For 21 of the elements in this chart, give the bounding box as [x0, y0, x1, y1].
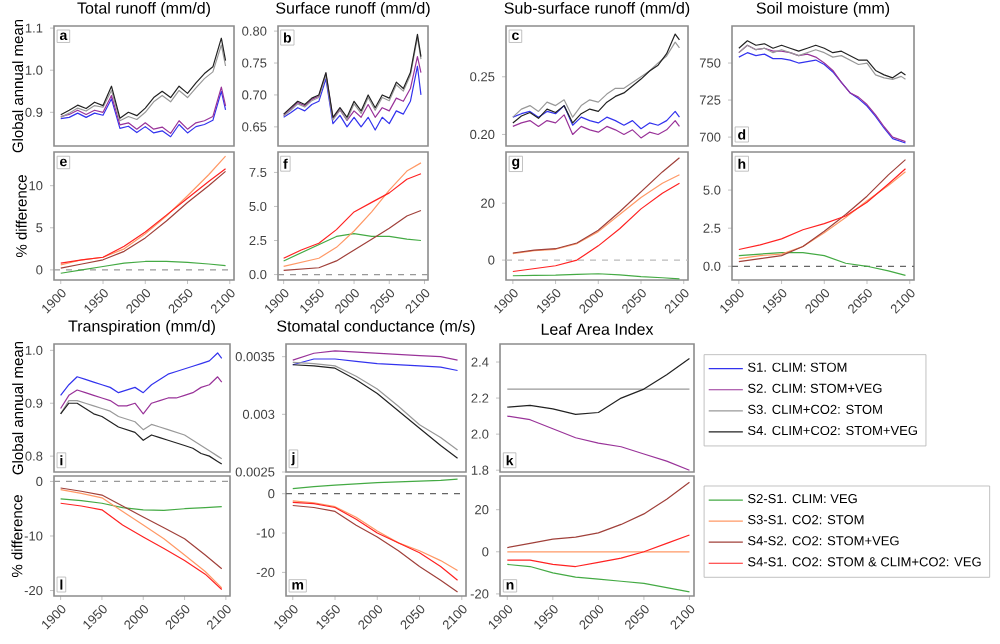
chart-title: Surface runoff (mm/d): [276, 2, 430, 17]
line-series: [60, 487, 223, 570]
line-series: [506, 534, 691, 568]
line-series: [506, 563, 691, 593]
line-series: [738, 251, 907, 277]
line-series: [292, 504, 459, 593]
chart-title: Total runoff (mm/d): [77, 2, 210, 17]
line-series: [283, 65, 422, 131]
line-series: [512, 114, 681, 139]
line-series: [283, 173, 422, 259]
chart-title: Sub-surface runoff (mm/d): [504, 2, 690, 17]
chart-title: Soil moisture (mm): [756, 2, 890, 17]
line-series: [512, 105, 681, 130]
line-series: [60, 376, 223, 415]
chart-title: Transpiration (mm/d): [68, 320, 215, 335]
line-series: [512, 174, 681, 255]
chart-title: Leaf Area Index: [541, 323, 654, 335]
line-series: [506, 357, 691, 415]
line-series: [506, 415, 691, 471]
chart-title: Stomatal conductance (m/s): [277, 320, 475, 335]
line-series: [506, 481, 691, 549]
